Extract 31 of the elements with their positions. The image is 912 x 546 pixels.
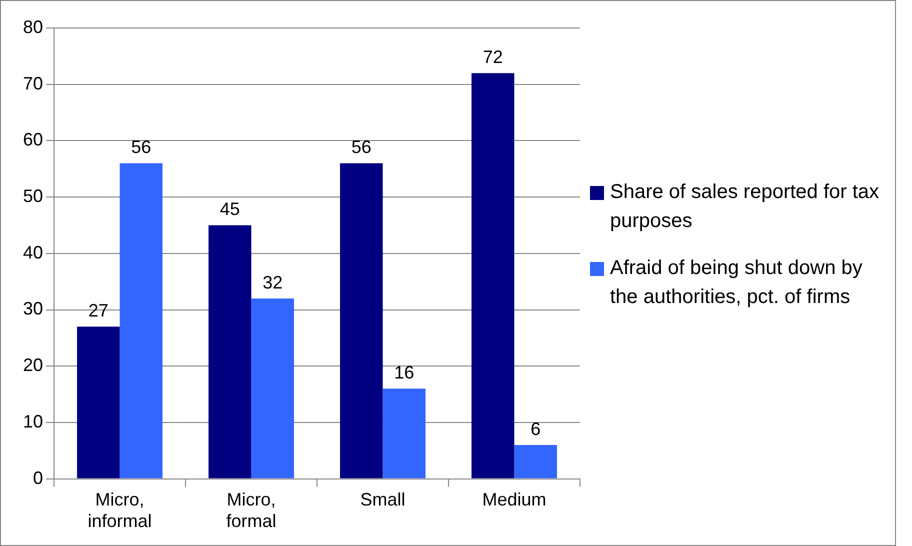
bar: [514, 444, 557, 478]
data-label: 56: [131, 137, 152, 158]
y-tick-label: 60: [22, 130, 44, 150]
y-tick-label: 0: [33, 468, 44, 488]
data-label: 16: [394, 362, 414, 383]
y-tick-label: 40: [22, 242, 44, 262]
legend-label: Afraid of being shut down by the authorities, pct. of firms: [610, 256, 864, 310]
y-tick-label: 30: [22, 298, 44, 319]
y-tick-label: 10: [22, 411, 44, 432]
data-label: 56: [351, 137, 372, 158]
y-tick-label: 20: [22, 355, 44, 376]
bar: [340, 163, 383, 478]
data-label: 6: [530, 418, 541, 439]
bar: [472, 73, 514, 478]
bar: [251, 298, 294, 478]
x-tick-label: Medium: [482, 490, 546, 510]
x-tick-label: Small: [360, 490, 406, 510]
bar: [77, 326, 120, 478]
bar: [120, 163, 163, 478]
data-label: 27: [88, 300, 108, 321]
legend-label: Share of sales reported for tax purposes: [610, 180, 880, 234]
x-tick-label: Micro, informal: [88, 490, 152, 532]
bar: [382, 388, 426, 478]
data-label: 72: [482, 47, 503, 68]
bar: [208, 225, 252, 478]
y-tick-label: 70: [22, 73, 44, 94]
y-tick-label: 50: [22, 186, 44, 206]
data-label: 32: [262, 272, 283, 292]
y-tick-label: 80: [22, 16, 44, 37]
data-label: 45: [220, 199, 240, 220]
x-tick-label: Micro, formal: [226, 490, 276, 532]
